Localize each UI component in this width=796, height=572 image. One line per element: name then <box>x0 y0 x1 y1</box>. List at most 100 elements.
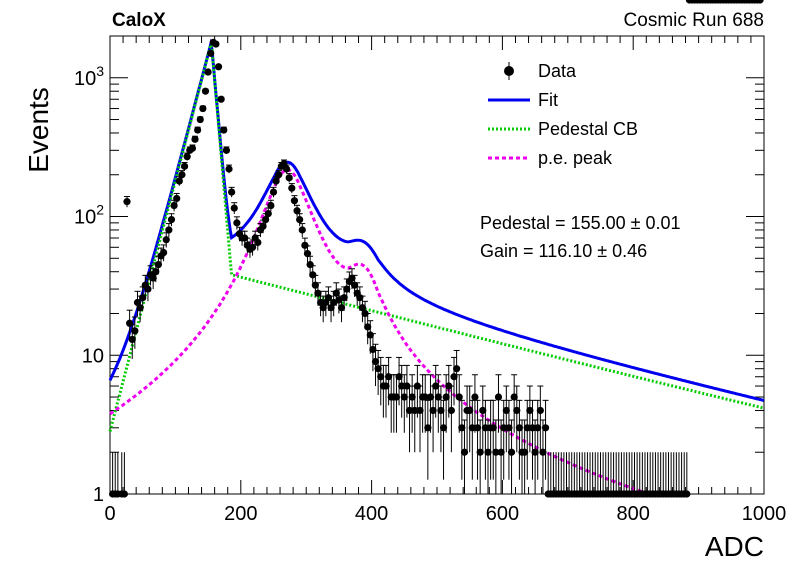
data-point <box>492 448 500 456</box>
data-point <box>180 162 189 170</box>
legend-label: Fit <box>538 90 558 110</box>
data-point <box>128 335 136 344</box>
legend-item: Fit <box>488 90 558 110</box>
data-point <box>131 327 139 335</box>
y-tick-label: 1 <box>93 484 104 506</box>
data-point <box>515 424 524 432</box>
data-point <box>683 490 691 498</box>
x-tick-label: 800 <box>617 503 650 525</box>
data-point <box>340 294 348 302</box>
data-point <box>358 304 367 312</box>
y-tick-label: 10 <box>82 345 104 367</box>
data-point <box>311 281 319 289</box>
data-point <box>282 165 291 173</box>
data-point <box>395 373 403 381</box>
data-point <box>301 241 309 249</box>
data-point <box>199 104 207 113</box>
data-point <box>513 406 521 415</box>
data-point <box>453 365 461 373</box>
legend-label: Pedestal CB <box>538 119 638 139</box>
data-point <box>494 393 503 401</box>
data-point <box>178 171 186 179</box>
data-point <box>191 135 199 143</box>
y-axis-tick-labels: 1 10 102 103 <box>74 63 104 506</box>
data-point <box>405 406 414 415</box>
data-point <box>248 243 257 251</box>
data-point <box>523 424 531 432</box>
data-point <box>500 424 508 432</box>
data-point <box>212 40 220 48</box>
data-point <box>505 424 513 432</box>
header-left-label: CaloX <box>112 10 166 31</box>
data-point <box>374 365 382 373</box>
x-tick-label: 600 <box>486 503 519 525</box>
fit-curve <box>108 38 765 402</box>
data-point <box>298 226 306 234</box>
legend-item: Pedestal CB <box>488 119 638 139</box>
data-point <box>173 194 181 203</box>
data-point <box>288 184 296 192</box>
data-point <box>526 406 534 415</box>
data-point <box>502 406 510 415</box>
data-point <box>170 201 178 210</box>
data-point <box>217 95 225 103</box>
data-point <box>479 406 487 415</box>
x-tick-label: 1000 <box>742 503 787 525</box>
y-axis-ticks <box>110 35 764 495</box>
y-tick-label: 103 <box>74 63 104 90</box>
data-point <box>183 153 191 161</box>
data-point <box>377 373 385 381</box>
data-point <box>450 373 458 381</box>
data-point <box>521 448 529 456</box>
pedestal-cb-curve <box>108 38 765 432</box>
gain-annotation: Gain = 116.10 ± 0.46 <box>480 241 647 261</box>
data-point <box>437 406 445 415</box>
y-tick-label: 102 <box>74 202 104 229</box>
header-right-label: Cosmic Run 688 <box>624 10 764 31</box>
data-point <box>348 274 356 282</box>
pedestal-annotation: Pedestal = 155.00 ± 0.01 <box>480 213 681 233</box>
legend-item: Data <box>504 61 577 81</box>
legend: Data Fit Pedestal CB p.e. peak <box>488 61 638 168</box>
data-point <box>400 393 408 401</box>
x-tick-label: 200 <box>224 503 257 525</box>
data-point <box>528 424 537 432</box>
data-point <box>536 406 544 415</box>
data-point <box>285 174 293 182</box>
data-point <box>154 261 162 269</box>
data-point <box>262 216 270 224</box>
data-point <box>507 448 516 456</box>
data-point <box>497 448 505 456</box>
legend-label: Data <box>538 61 577 81</box>
data-point <box>162 236 170 244</box>
data-point <box>175 177 183 185</box>
data-point <box>332 289 340 297</box>
data-point <box>541 424 550 432</box>
data-point <box>230 204 238 212</box>
data-point <box>473 424 482 432</box>
data-point <box>139 294 147 302</box>
legend-label: p.e. peak <box>538 148 613 168</box>
data-point <box>337 304 346 312</box>
data-point <box>303 250 312 258</box>
data-point <box>222 146 231 154</box>
data-point <box>460 448 469 456</box>
data-point <box>290 197 299 205</box>
data-point <box>214 63 223 71</box>
data-point <box>160 248 168 257</box>
legend-marker <box>504 66 514 76</box>
data-point <box>194 126 202 134</box>
data-point <box>220 126 228 134</box>
data-point <box>188 144 197 152</box>
data-point <box>510 393 518 401</box>
data-point <box>408 393 416 401</box>
data-point <box>207 49 215 57</box>
data-point <box>120 490 128 498</box>
data-point <box>136 304 144 312</box>
data-point <box>296 216 304 224</box>
x-tick-label: 400 <box>355 503 388 525</box>
data-point <box>471 393 479 401</box>
data-point <box>123 198 131 206</box>
data-point <box>350 281 359 289</box>
